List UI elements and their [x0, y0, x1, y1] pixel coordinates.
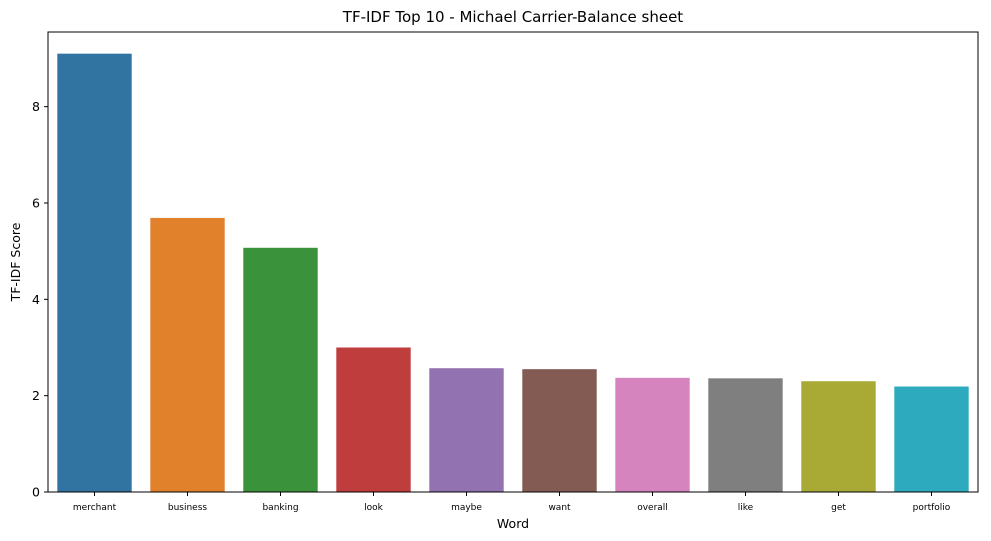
x-tick-label: look [364, 503, 384, 513]
y-tick-label: 0 [32, 485, 40, 500]
bar-maybe [429, 368, 504, 492]
bar-portfolio [894, 386, 969, 492]
y-tick-label: 6 [32, 195, 40, 210]
y-tick-label: 8 [32, 99, 40, 114]
x-tick-label: want [548, 503, 571, 513]
x-tick-label: maybe [451, 503, 482, 513]
bar-business [150, 217, 225, 492]
y-tick-label: 2 [32, 388, 40, 403]
bar-overall [615, 377, 690, 492]
x-tick-label: like [738, 503, 754, 513]
x-tick-label: overall [637, 503, 668, 513]
y-axis: 0 2 4 6 8 [32, 99, 48, 500]
x-tick-label: get [831, 503, 846, 513]
y-axis-label: TF-IDF Score [8, 222, 23, 302]
x-tick-label: portfolio [913, 503, 951, 513]
bar-get [801, 381, 876, 492]
plot-frame [47, 31, 979, 493]
x-tick-label: banking [262, 503, 298, 513]
bars-group [57, 53, 969, 493]
bar-look [336, 347, 411, 492]
bar-banking [243, 247, 318, 492]
chart-title: TF-IDF Top 10 - Michael Carrier-Balance … [342, 8, 683, 26]
bar-want [522, 369, 597, 492]
x-tick-label: merchant [73, 503, 117, 513]
bar-like [708, 378, 783, 492]
y-tick-label: 4 [32, 292, 40, 307]
x-axis: merchant business banking look maybe want over… [73, 492, 951, 513]
x-axis-label: Word [497, 516, 529, 531]
x-tick-label: business [168, 503, 208, 513]
bar-merchant [57, 53, 132, 493]
